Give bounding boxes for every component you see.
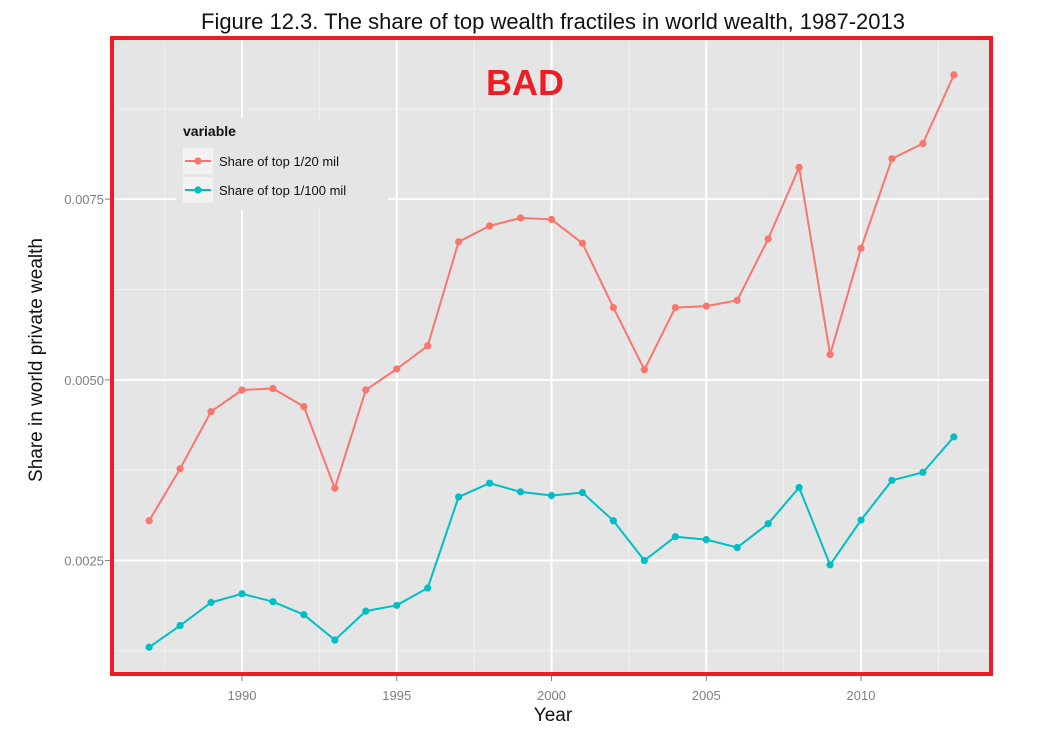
- x-tick-label: 1995: [382, 688, 411, 703]
- x-tick-label: 2005: [692, 688, 721, 703]
- data-point: [609, 303, 618, 312]
- x-tick-label: 2010: [847, 688, 876, 703]
- data-point: [702, 535, 710, 544]
- data-point: [826, 350, 834, 359]
- data-point: [424, 584, 432, 592]
- data-point: [331, 636, 339, 644]
- data-point: [362, 386, 370, 394]
- legend-key-point-2: [194, 186, 202, 194]
- legend-key-point-1: [194, 157, 202, 165]
- data-point: [176, 621, 184, 630]
- data-point: [300, 402, 308, 411]
- legend: variable Share of top 1/20 mil Share of …: [176, 118, 388, 210]
- legend-title: variable: [183, 123, 236, 139]
- grid: [112, 38, 991, 674]
- data-point: [455, 493, 463, 501]
- ticks: 1990 1995 2000 2005 2010 0.0025 0.0050 0.0075: [64, 192, 875, 703]
- data-point: [888, 476, 896, 484]
- data-point: [362, 607, 370, 615]
- data-point: [238, 590, 246, 598]
- data-point: [671, 533, 679, 541]
- data-point: [238, 386, 246, 394]
- legend-label-1: Share of top 1/20 mil: [219, 154, 339, 169]
- y-tick-label: 0.0050: [64, 373, 104, 388]
- data-point: [919, 139, 927, 148]
- data-point: [145, 643, 153, 651]
- data-point: [640, 556, 648, 565]
- red-frame: [110, 36, 993, 676]
- data-point: [671, 303, 679, 312]
- series-layer: [145, 71, 958, 651]
- data-point: [393, 601, 401, 609]
- data-point: [424, 342, 432, 350]
- data-point: [547, 491, 556, 500]
- data-point: [485, 479, 494, 487]
- x-tick-label: 1990: [228, 688, 257, 703]
- data-point: [300, 611, 308, 619]
- data-point: [269, 384, 277, 393]
- data-point: [269, 598, 277, 606]
- data-point: [733, 296, 741, 304]
- data-point: [888, 155, 896, 163]
- y-tick-label: 0.0075: [64, 192, 104, 207]
- data-point: [795, 483, 803, 492]
- bad-annotation: BAD: [486, 62, 564, 103]
- legend-label-2: Share of top 1/100 mil: [219, 183, 346, 198]
- data-point: [578, 488, 587, 497]
- data-point: [516, 488, 525, 496]
- data-point: [516, 214, 525, 222]
- data-point: [176, 465, 184, 473]
- data-point: [640, 366, 648, 374]
- data-point: [485, 222, 494, 230]
- data-point: [207, 598, 215, 607]
- data-point: [919, 468, 927, 476]
- chart-title: Figure 12.3. The share of top wealth fra…: [201, 9, 905, 34]
- data-point: [826, 561, 834, 569]
- series-1: [145, 71, 958, 525]
- data-point: [393, 365, 401, 373]
- x-tick-label: 2000: [537, 688, 566, 703]
- data-point: [795, 163, 803, 171]
- data-point: [455, 238, 463, 246]
- data-point: [950, 71, 958, 79]
- data-point: [207, 408, 215, 416]
- data-point: [857, 244, 865, 252]
- y-tick-label: 0.0025: [64, 554, 104, 569]
- x-axis-title: Year: [534, 705, 573, 726]
- data-point: [702, 302, 710, 310]
- data-point: [733, 543, 741, 552]
- data-point: [764, 235, 772, 243]
- data-point: [331, 484, 339, 492]
- data-point: [609, 517, 618, 525]
- data-point: [950, 433, 958, 441]
- data-point: [764, 520, 772, 528]
- data-point: [145, 517, 153, 525]
- data-point: [547, 215, 556, 224]
- series-2: [145, 433, 958, 651]
- data-point: [578, 239, 587, 247]
- y-axis-title: Share in world private wealth: [26, 238, 47, 482]
- data-point: [857, 516, 865, 524]
